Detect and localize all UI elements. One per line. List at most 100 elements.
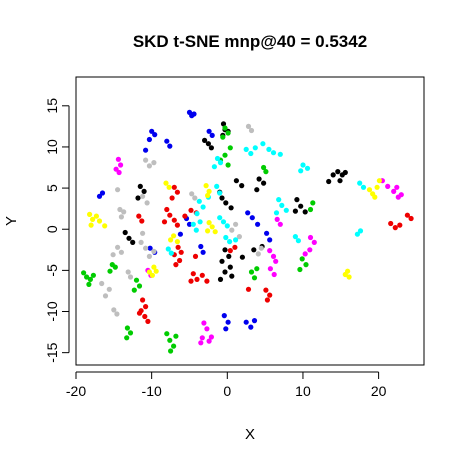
data-point — [223, 200, 229, 206]
data-point — [307, 206, 314, 213]
data-point — [233, 221, 239, 227]
data-point — [366, 187, 373, 193]
data-point — [152, 132, 158, 138]
data-point — [326, 178, 332, 185]
data-point — [115, 156, 121, 162]
data-point — [267, 266, 273, 272]
data-point — [87, 211, 93, 217]
data-point — [385, 183, 391, 189]
data-point — [233, 178, 239, 184]
data-point — [112, 264, 118, 270]
data-point — [206, 188, 212, 194]
data-point — [199, 335, 205, 341]
data-point — [147, 245, 153, 251]
data-point — [303, 262, 309, 268]
data-point — [204, 278, 210, 284]
data-point — [222, 125, 228, 131]
data-point — [182, 213, 188, 219]
data-point — [193, 227, 199, 233]
y-tick-label: 15 — [44, 98, 60, 114]
data-point — [175, 244, 181, 250]
y-tick-label: 0 — [44, 225, 60, 233]
data-point — [300, 162, 306, 168]
data-point — [203, 183, 209, 189]
x-axis: -20 -10 0 10 20 — [66, 371, 387, 399]
data-point — [388, 220, 394, 227]
data-point — [220, 121, 227, 127]
data-point — [270, 150, 277, 156]
data-point — [267, 237, 273, 243]
data-point — [186, 221, 193, 227]
data-point — [254, 266, 260, 272]
data-point — [239, 183, 245, 189]
data-point — [223, 234, 229, 241]
y-tick-label: -15 — [44, 342, 60, 362]
data-point — [161, 219, 168, 225]
data-point — [217, 160, 224, 166]
data-point — [114, 311, 120, 317]
data-point — [197, 219, 203, 225]
data-point — [372, 194, 378, 200]
data-point — [267, 292, 273, 298]
data-point — [166, 184, 172, 190]
data-point — [139, 218, 145, 224]
data-point — [245, 210, 251, 216]
data-point — [143, 304, 149, 310]
data-point — [214, 155, 221, 162]
data-point — [190, 271, 196, 277]
data-point — [294, 197, 300, 203]
data-point — [208, 334, 214, 340]
data-point — [225, 130, 231, 136]
data-point — [376, 178, 382, 184]
data-point — [106, 286, 112, 292]
data-point — [202, 137, 208, 143]
data-point — [93, 213, 99, 219]
data-point — [117, 206, 123, 213]
data-point — [219, 258, 225, 264]
data-point — [209, 224, 215, 230]
data-point — [227, 239, 233, 245]
data-point — [311, 239, 317, 245]
data-point — [146, 269, 152, 275]
data-point — [191, 111, 197, 117]
data-point — [206, 338, 212, 344]
data-point — [391, 188, 397, 194]
data-point — [178, 249, 184, 255]
data-point — [298, 203, 304, 209]
data-point — [200, 204, 206, 210]
data-point — [217, 276, 224, 282]
data-point — [167, 212, 173, 218]
data-point — [151, 160, 157, 166]
data-point — [205, 228, 211, 234]
data-point — [251, 247, 257, 253]
data-point — [146, 253, 152, 259]
data-point — [226, 253, 232, 259]
data-point — [307, 247, 313, 253]
data-point — [142, 313, 148, 320]
data-point — [127, 330, 134, 336]
data-point — [346, 274, 352, 280]
data-point — [136, 213, 142, 219]
data-point — [277, 221, 283, 227]
data-point — [188, 278, 194, 284]
data-point — [153, 268, 159, 274]
data-point — [354, 231, 360, 237]
data-point — [149, 128, 155, 134]
x-tick-label: 0 — [223, 383, 231, 399]
data-point — [335, 169, 341, 175]
data-point — [189, 191, 195, 197]
data-point — [229, 273, 235, 279]
data-point — [164, 331, 170, 337]
data-point — [164, 206, 170, 213]
y-axis: -15 -10 -5 0 5 10 15 — [44, 98, 70, 363]
data-point — [204, 326, 210, 332]
data-point — [270, 253, 277, 259]
data-point — [255, 251, 261, 257]
data-point — [229, 227, 235, 233]
data-point — [219, 195, 225, 201]
data-point — [273, 258, 279, 264]
data-point — [228, 205, 234, 211]
data-point — [248, 269, 255, 275]
data-point — [302, 251, 308, 257]
data-point — [168, 250, 174, 256]
